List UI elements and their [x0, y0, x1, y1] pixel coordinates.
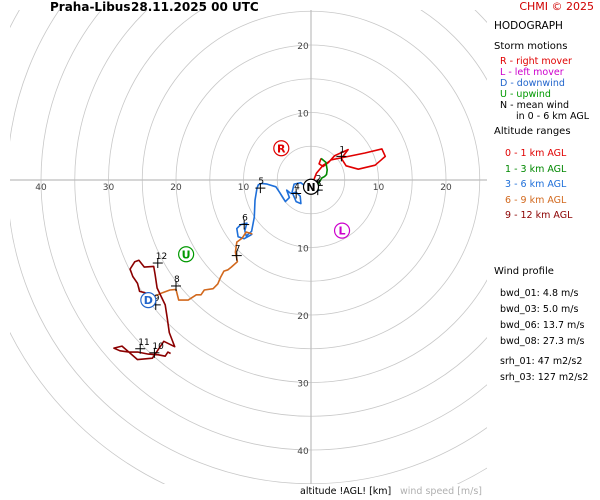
- storm-motion-label: L: [339, 225, 346, 238]
- storm-motion-label: U: [182, 248, 191, 261]
- height-marker-label: 6: [242, 214, 248, 224]
- wp-bwd08: bwd_08: 27.3 m/s: [500, 336, 585, 347]
- credit-link[interactable]: CHMI © 2025: [519, 0, 594, 13]
- storm-motion-label: R: [277, 142, 286, 155]
- height-marker-label: 12: [156, 252, 167, 262]
- x-tick-label: 20: [170, 183, 182, 193]
- storm-legend-r: R - right mover: [500, 56, 572, 67]
- storm-legend-u: U - upwind: [500, 89, 551, 100]
- storm-motions-title: Storm motions: [494, 41, 568, 52]
- height-marker-label: 5: [258, 177, 264, 187]
- storm-motion-label: N: [306, 181, 315, 194]
- storm-motion-circle: [178, 246, 195, 263]
- hodograph-trace-0: [311, 148, 387, 184]
- height-marker-label: 2: [316, 174, 322, 184]
- wp-bwd03: bwd_03: 5.0 m/s: [500, 304, 579, 315]
- height-marker-label: 10: [152, 342, 164, 352]
- height-marker-label: 7: [235, 245, 241, 255]
- speed-label: wind speed [m/s]: [400, 486, 483, 497]
- height-marker-label: 4: [294, 183, 300, 193]
- storm-legend-l: L - left mover: [500, 67, 564, 78]
- x-tick-label: 10: [373, 183, 385, 193]
- wind-profile-list: bwd_01: 4.8 m/s bwd_03: 5.0 m/s bwd_06: …: [500, 286, 588, 386]
- storm-motion-circle: [333, 222, 351, 239]
- wind-profile-title: Wind profile: [494, 266, 554, 277]
- alt-legend-1-3: 1 - 3 km AGL: [505, 163, 567, 175]
- x-tick-label: 20: [440, 183, 452, 193]
- x-tick-label: 30: [103, 183, 115, 193]
- storm-motion-circle: [302, 178, 320, 195]
- alt-legend-0-1: 0 - 1 km AGL: [505, 148, 567, 159]
- y-tick-label: 20: [297, 312, 309, 322]
- alt-legend-3-6: 3 - 6 km AGL: [505, 179, 567, 190]
- storm-legend: R - right mover L - left mover D - downw…: [500, 56, 589, 122]
- sounding-datetime: 28.11.2025 00 UTC: [131, 0, 259, 14]
- alt-legend-9-12: 9 - 12 km AGL: [505, 210, 573, 221]
- hodograph-trace-4: [113, 259, 176, 361]
- x-tick-label: 40: [35, 183, 47, 193]
- wp-bwd01: bwd_01: 4.8 m/s: [500, 288, 579, 299]
- storm-legend-n-note: in 0 - 6 km AGL: [516, 111, 590, 122]
- y-tick-label: 40: [297, 447, 309, 457]
- storm-legend-n: N - mean wind: [500, 100, 569, 111]
- hodograph-trace-3: [152, 231, 253, 301]
- altitude-ranges-title: Altitude ranges: [494, 126, 571, 137]
- legend-title: HODOGRAPH: [494, 20, 563, 32]
- alt-legend-6-9: 6 - 9 km AGL: [505, 194, 567, 206]
- y-tick-label: 10: [297, 110, 309, 120]
- storm-motion-label: D: [144, 294, 153, 307]
- station-name: Praha-Libus: [50, 0, 131, 14]
- altitude-legend: 0 - 1 km AGL 1 - 3 km AGL 3 - 6 km AGL 6…: [505, 146, 572, 224]
- height-marker-label: 9: [154, 294, 160, 304]
- wp-srh01: srh_01: 47 m2/s2: [500, 356, 583, 367]
- storm-legend-d: D - downwind: [500, 78, 565, 89]
- height-marker-label: 8: [174, 275, 180, 285]
- y-tick-label: 20: [297, 42, 309, 52]
- wp-bwd06: bwd_06: 13.7 m/s: [500, 320, 585, 331]
- y-tick-label: 30: [297, 380, 309, 390]
- storm-motion-circle: [140, 292, 157, 309]
- height-marker-label: 11: [138, 338, 149, 348]
- x-tick-label: 10: [238, 183, 250, 193]
- storm-motion-circle: [273, 140, 290, 157]
- altitude-label: altitude !AGL! [km]: [300, 486, 392, 497]
- wp-srh03: srh_03: 127 m2/s2: [500, 372, 589, 383]
- y-tick-label: 10: [297, 245, 309, 255]
- height-marker-label: 1: [339, 145, 345, 155]
